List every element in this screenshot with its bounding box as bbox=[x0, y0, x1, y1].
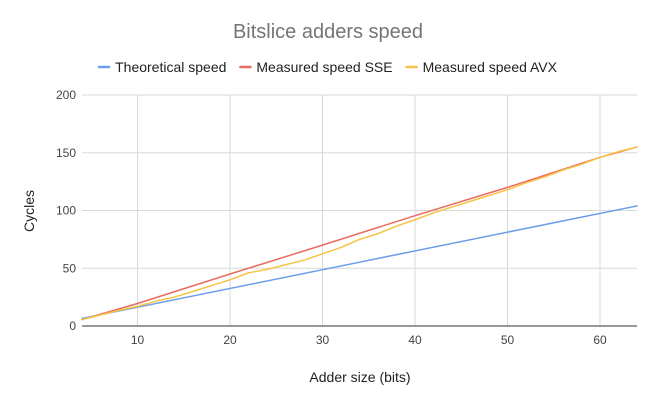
legend: Theoretical speed Measured speed SSE Measu… bbox=[97, 59, 558, 75]
chart-title: Bitslice adders speed bbox=[233, 21, 423, 43]
x-tick-label: 20 bbox=[223, 333, 237, 347]
legend-item-1: Measured speed SSE bbox=[239, 59, 393, 75]
legend-item-0: Theoretical speed bbox=[97, 59, 226, 75]
x-tick-label: 60 bbox=[593, 333, 607, 347]
y-tick-label: 150 bbox=[56, 146, 76, 160]
y-axis-ticks: 0 50 100 150 200 bbox=[56, 88, 76, 333]
y-axis-label: Cycles bbox=[21, 190, 37, 232]
y-tick-label: 100 bbox=[56, 204, 76, 218]
legend-label: Measured speed AVX bbox=[423, 59, 558, 75]
x-tick-label: 10 bbox=[131, 333, 145, 347]
legend-item-2: Measured speed AVX bbox=[405, 59, 558, 75]
legend-label: Theoretical speed bbox=[115, 59, 226, 75]
x-axis-ticks: 10 20 30 40 50 60 bbox=[131, 333, 607, 347]
y-tick-label: 50 bbox=[63, 261, 77, 275]
y-tick-label: 200 bbox=[56, 88, 76, 102]
series-group bbox=[81, 146, 638, 321]
x-tick-label: 40 bbox=[408, 333, 422, 347]
legend-label: Measured speed SSE bbox=[256, 59, 392, 75]
x-tick-label: 50 bbox=[501, 333, 515, 347]
x-tick-label: 30 bbox=[316, 333, 330, 347]
series-line-2 bbox=[81, 146, 638, 321]
y-tick-label: 0 bbox=[69, 319, 76, 333]
x-axis-label: Adder size (bits) bbox=[309, 369, 410, 385]
series-line-0 bbox=[81, 205, 638, 320]
gridlines bbox=[82, 94, 637, 326]
